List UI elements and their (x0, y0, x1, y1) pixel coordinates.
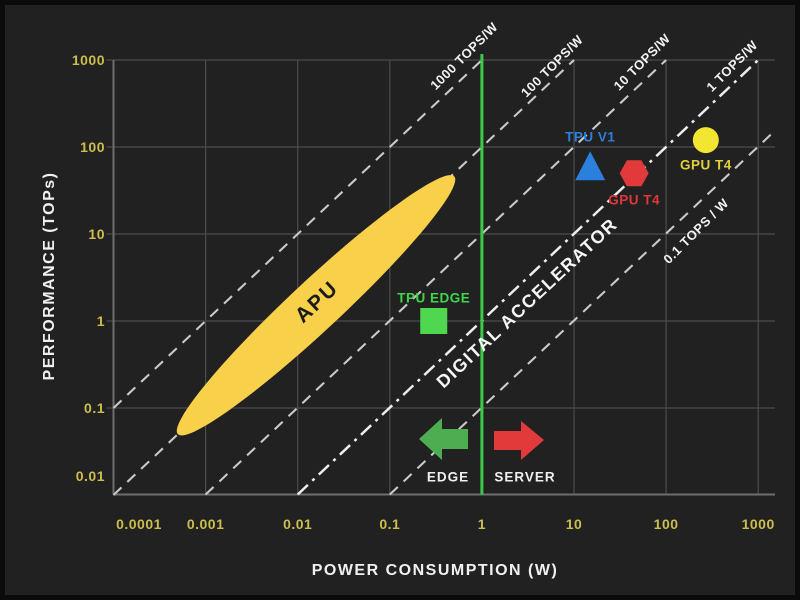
data-point-tpu-v1 (575, 151, 606, 181)
y-tick-label-1: 1 (96, 313, 105, 329)
x-tick-label-0.1: 0.1 (379, 516, 401, 532)
data-point-gpu-t4-label: GPU T4 (679, 157, 732, 173)
x-tick-label-100: 100 (653, 516, 679, 532)
edge-arrow-icon (419, 418, 468, 460)
y-tick-label-0.1: 0.1 (84, 400, 105, 416)
data-point-tpu-edge-label: TPU EDGE (397, 290, 471, 306)
ratio-line-10-tops-per-watt (204, 59, 667, 496)
data-point-tpu-edge (420, 308, 448, 334)
data-point-tpu-v1-label: TPU V1 (565, 129, 616, 145)
ratio-line-1-tops-per-watt (296, 59, 760, 496)
server-arrow-icon (494, 421, 544, 460)
x-tick-label-1000: 1000 (741, 516, 775, 532)
x-tick-label-0.0001: 0.0001 (116, 516, 162, 532)
ratio-line-0p1-tops-per-watt (389, 129, 776, 496)
x-tick-label-0.001: 0.001 (186, 516, 225, 532)
x-tick-label-1: 1 (477, 516, 487, 532)
y-tick-label-100: 100 (80, 139, 105, 155)
data-point-gpu-t4 (619, 160, 649, 187)
y-tick-label-10: 10 (88, 226, 105, 242)
plot-canvas (106, 54, 776, 496)
x-tick-label-0.01: 0.01 (283, 516, 313, 532)
x-axis-title: POWER CONSUMPTION (W) (311, 562, 559, 579)
server-region-label: SERVER (494, 469, 556, 485)
y-tick-label-1000: 1000 (71, 52, 105, 68)
data-point-gpu-t4-label: GPU T4 (608, 192, 661, 208)
y-tick-label-0.01: 0.01 (75, 468, 105, 484)
data-point-gpu-t4 (692, 127, 719, 154)
y-axis-title: PERFORMANCE (TOPs) (41, 171, 58, 381)
ratio-line-1000-tops-per-watt (112, 59, 483, 409)
x-tick-label-10: 10 (565, 516, 583, 532)
apu-ellipse (176, 175, 456, 436)
edge-region-label: EDGE (426, 469, 470, 485)
